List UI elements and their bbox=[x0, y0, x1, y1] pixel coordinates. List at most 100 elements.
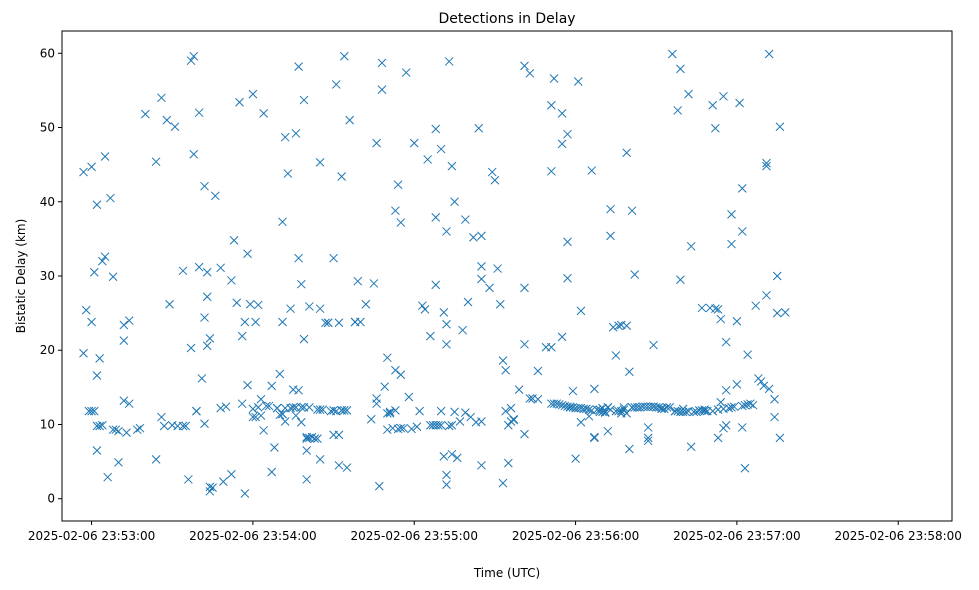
data-point bbox=[162, 115, 172, 125]
data-point bbox=[700, 406, 709, 416]
data-point bbox=[111, 425, 121, 435]
data-point bbox=[455, 417, 465, 426]
data-point bbox=[673, 106, 683, 115]
data-point bbox=[436, 406, 446, 416]
data-point bbox=[711, 123, 720, 133]
data-point bbox=[197, 374, 207, 383]
data-point bbox=[382, 425, 392, 435]
data-point bbox=[576, 306, 586, 316]
data-point bbox=[294, 253, 303, 263]
y-tick-label: 30 bbox=[40, 269, 55, 283]
data-point bbox=[762, 290, 771, 300]
data-point bbox=[520, 339, 529, 349]
data-point bbox=[770, 394, 779, 404]
data-point bbox=[186, 343, 196, 353]
data-point bbox=[302, 446, 312, 455]
data-point bbox=[240, 317, 250, 327]
data-point bbox=[264, 401, 274, 411]
data-point bbox=[692, 407, 701, 417]
data-point bbox=[404, 392, 414, 402]
data-point bbox=[248, 404, 258, 414]
data-point bbox=[565, 402, 575, 412]
data-point bbox=[501, 406, 511, 416]
data-point bbox=[170, 122, 180, 132]
data-point bbox=[178, 421, 188, 431]
data-point bbox=[251, 412, 260, 422]
data-point bbox=[772, 308, 782, 318]
data-point bbox=[590, 384, 599, 394]
data-point bbox=[751, 301, 761, 311]
data-point bbox=[775, 122, 785, 132]
data-point bbox=[87, 162, 96, 172]
data-point bbox=[506, 403, 516, 413]
data-point bbox=[498, 478, 508, 488]
data-point bbox=[611, 351, 621, 360]
data-point bbox=[622, 321, 632, 331]
data-point bbox=[140, 109, 150, 119]
data-point bbox=[259, 109, 269, 118]
data-point bbox=[525, 68, 535, 78]
data-point bbox=[533, 366, 543, 376]
data-point bbox=[654, 403, 664, 412]
data-point bbox=[498, 356, 508, 365]
data-point bbox=[157, 412, 166, 422]
data-point bbox=[444, 57, 454, 66]
data-point bbox=[606, 231, 615, 241]
data-point bbox=[563, 273, 572, 283]
data-point bbox=[299, 95, 309, 105]
data-point bbox=[563, 129, 572, 139]
data-point bbox=[305, 403, 314, 412]
data-point bbox=[431, 280, 441, 290]
data-point bbox=[235, 97, 244, 107]
data-point bbox=[614, 321, 623, 331]
data-point bbox=[202, 341, 212, 351]
data-point bbox=[310, 434, 320, 443]
data-point bbox=[501, 365, 511, 375]
y-tick-label: 50 bbox=[40, 121, 55, 135]
data-point bbox=[724, 403, 734, 413]
data-point bbox=[735, 98, 744, 108]
data-point bbox=[684, 89, 693, 99]
data-point bbox=[520, 429, 529, 439]
data-point bbox=[106, 193, 115, 203]
data-point bbox=[485, 283, 494, 293]
data-point bbox=[590, 433, 599, 443]
data-point bbox=[186, 56, 196, 66]
data-point bbox=[557, 332, 567, 342]
y-tick-label: 20 bbox=[40, 343, 55, 357]
data-points bbox=[79, 49, 790, 498]
data-point bbox=[95, 421, 104, 431]
data-point bbox=[339, 406, 349, 415]
data-point bbox=[729, 402, 739, 412]
data-point bbox=[291, 411, 301, 420]
data-point bbox=[547, 166, 556, 176]
data-point bbox=[315, 405, 325, 414]
data-point bbox=[396, 218, 406, 227]
data-point bbox=[764, 384, 774, 394]
data-point bbox=[732, 316, 742, 326]
data-point bbox=[689, 407, 699, 417]
data-point bbox=[600, 407, 610, 417]
data-point bbox=[79, 167, 88, 177]
data-point bbox=[732, 380, 742, 389]
data-point bbox=[552, 399, 562, 409]
data-point bbox=[294, 62, 303, 71]
data-point bbox=[662, 403, 672, 412]
data-point bbox=[342, 463, 352, 472]
data-point bbox=[624, 367, 634, 377]
data-point bbox=[584, 405, 594, 414]
data-point bbox=[463, 297, 473, 307]
data-point bbox=[495, 299, 505, 309]
data-point bbox=[307, 432, 317, 442]
data-point bbox=[345, 115, 355, 125]
data-point bbox=[668, 49, 677, 59]
data-point bbox=[686, 241, 696, 251]
data-point bbox=[256, 394, 266, 404]
data-point bbox=[114, 426, 123, 436]
data-point bbox=[740, 400, 750, 410]
data-point bbox=[431, 124, 441, 134]
data-point bbox=[571, 454, 580, 463]
data-point bbox=[184, 475, 193, 484]
data-point bbox=[420, 305, 430, 314]
